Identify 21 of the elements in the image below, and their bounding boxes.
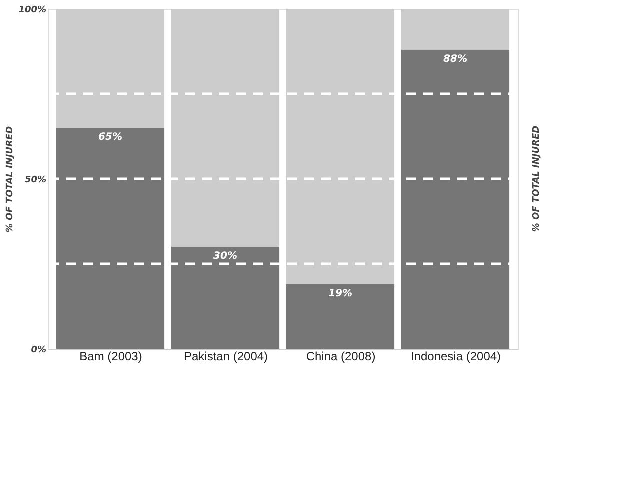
bar <box>401 50 510 349</box>
bar <box>401 9 510 50</box>
bar <box>286 284 395 349</box>
y-tick-label: 100% <box>18 6 46 16</box>
bar <box>286 9 395 284</box>
x-tick-label: Pakistan (2004) <box>184 350 268 364</box>
data-label: 88% <box>444 54 468 65</box>
y-tick-label: 50% <box>24 176 46 186</box>
bar <box>56 128 165 349</box>
x-tick-label: Indonesia (2004) <box>410 350 502 364</box>
x-tick-label: Bam (2003) <box>80 350 142 364</box>
x-tick-label: China (2008) <box>306 350 376 364</box>
bar <box>56 9 165 128</box>
y-tick-label: 0% <box>31 346 46 356</box>
bar <box>171 247 280 349</box>
data-label: 65% <box>98 132 122 143</box>
bar <box>171 9 280 247</box>
data-label: 19% <box>328 288 352 300</box>
y-axis-title: % OF TOTAL INJURED <box>6 126 16 233</box>
data-label: 30% <box>214 251 238 262</box>
y2-axis-title: % OF TOTAL INJURED <box>532 125 542 232</box>
